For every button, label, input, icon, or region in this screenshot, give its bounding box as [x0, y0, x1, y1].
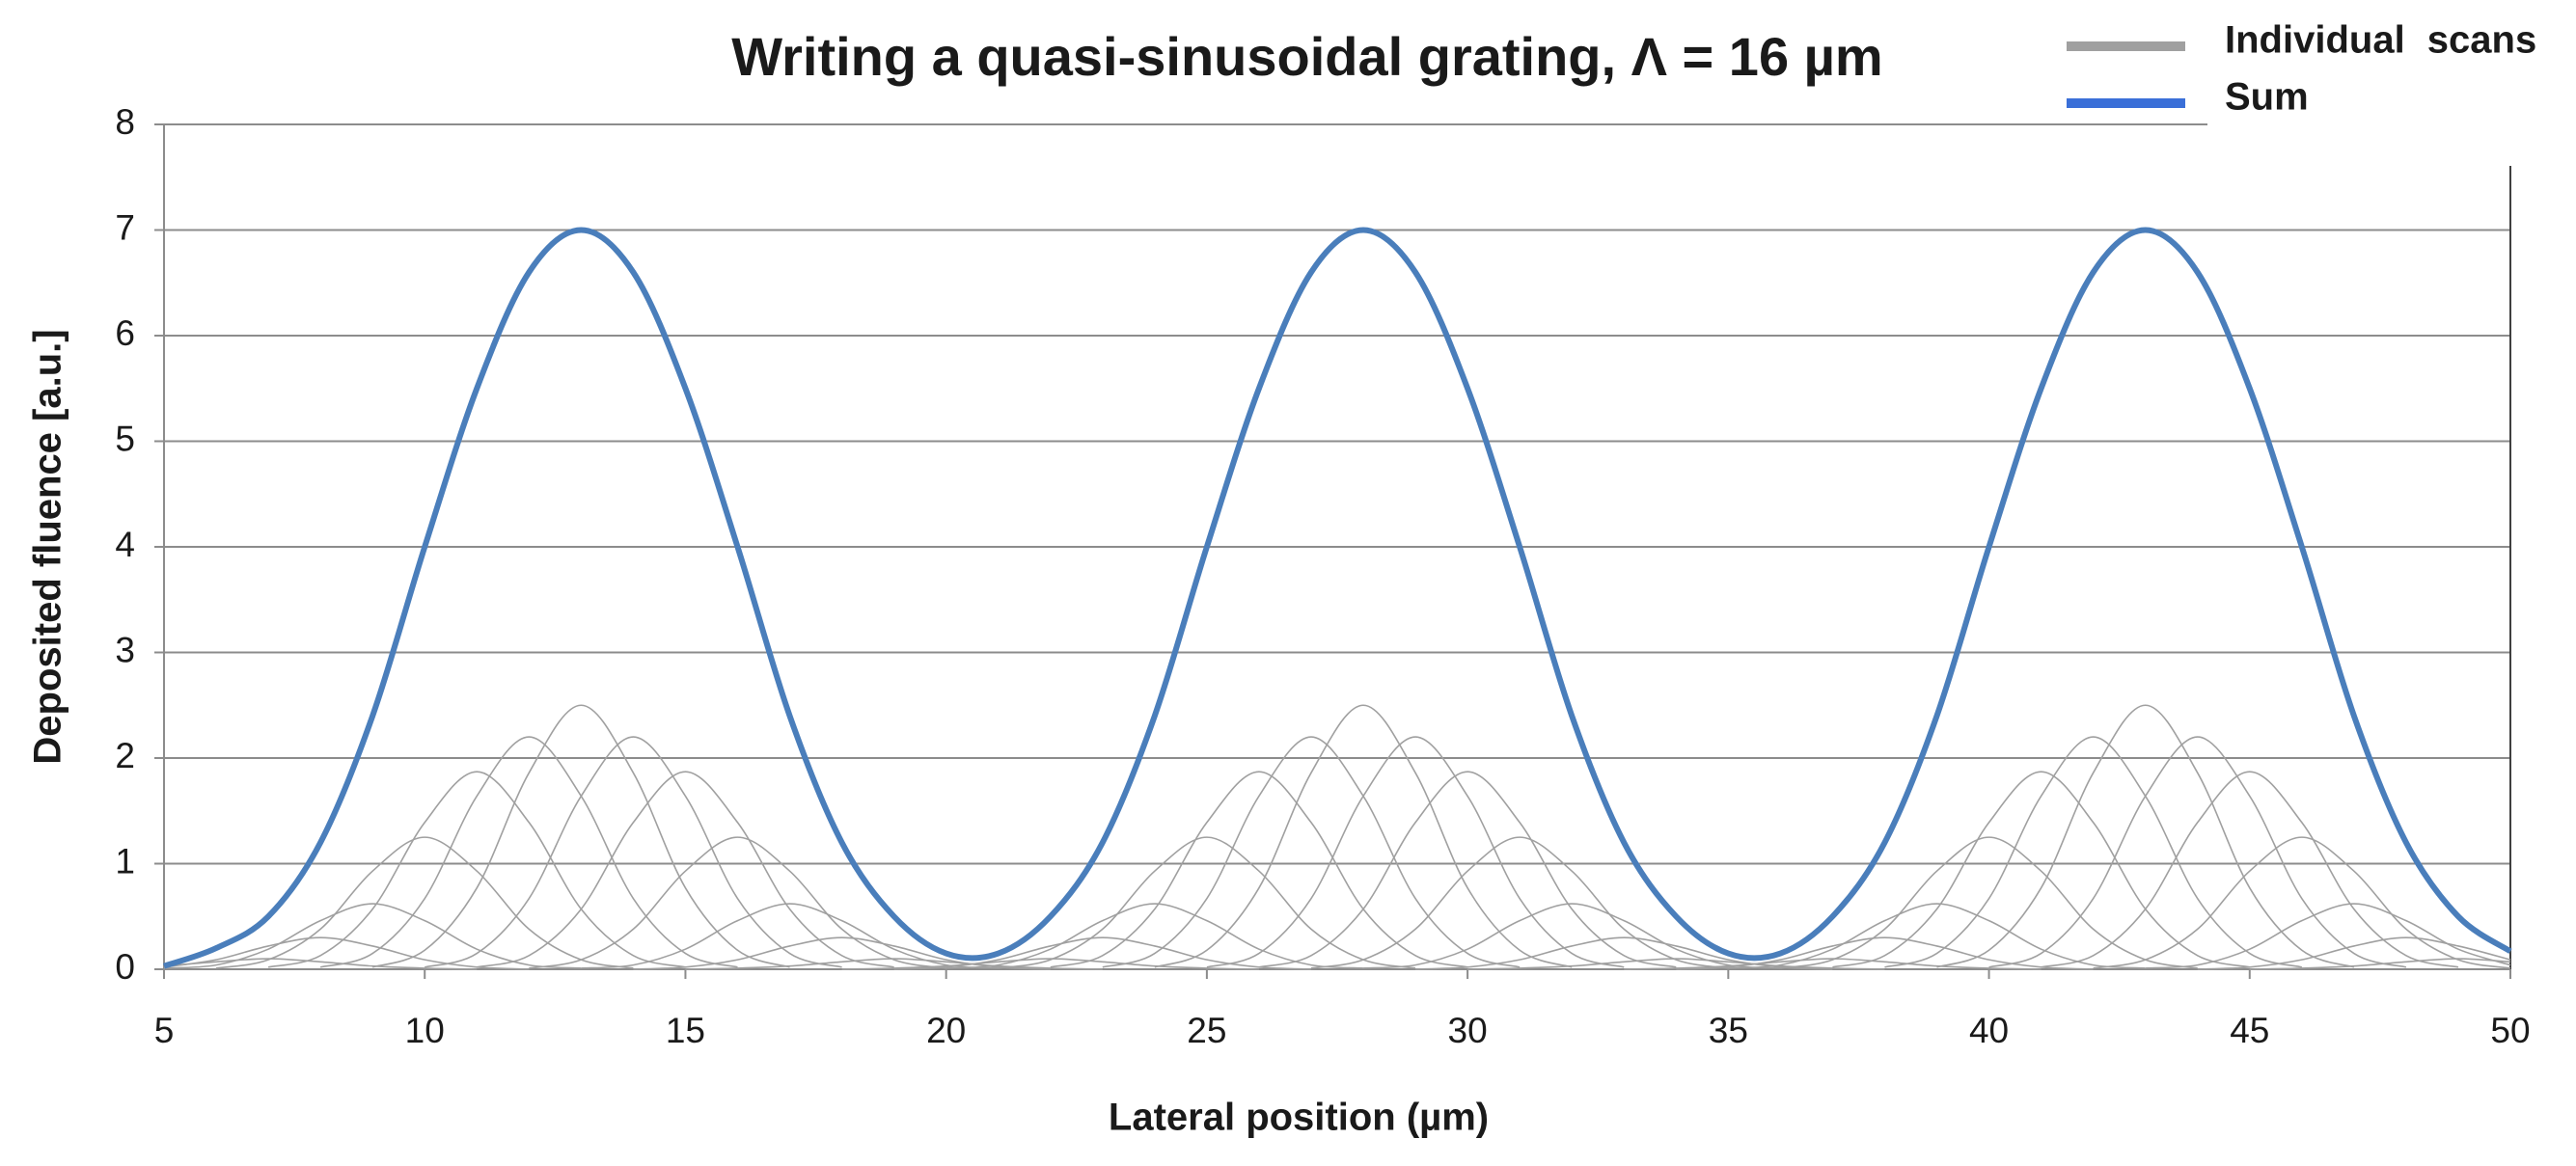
- legend-label: Sum: [2225, 76, 2309, 119]
- scan-line: [1936, 704, 2355, 968]
- y-tick-label: 0: [115, 947, 135, 987]
- scan-line: [215, 836, 634, 969]
- scan-line: [425, 736, 842, 968]
- scan-line: [1467, 958, 1885, 970]
- x-tick-label: 25: [1187, 1011, 1226, 1050]
- scan-line: [529, 836, 946, 969]
- y-tick-label: 6: [115, 313, 135, 353]
- scan-line: [319, 736, 738, 968]
- legend-label: Individual scans: [2225, 19, 2536, 62]
- x-tick-label: 40: [1969, 1011, 2009, 1050]
- scan-line: [1988, 736, 2407, 968]
- x-tick-label: 10: [405, 1011, 445, 1050]
- chart-title: Writing a quasi-sinusoidal grating, Λ = …: [731, 26, 1882, 87]
- x-axis-title: Lateral position (µm): [1109, 1097, 1489, 1139]
- scan-line: [2145, 903, 2511, 969]
- scan-line: [893, 936, 1312, 970]
- y-tick-label: 3: [115, 630, 135, 669]
- x-tick-label: 15: [666, 1011, 705, 1050]
- y-tick-label: 5: [115, 419, 135, 458]
- x-tick-label: 5: [154, 1011, 175, 1050]
- scan-line: [998, 836, 1416, 969]
- y-axis-title: Deposited fluence [a.u.]: [27, 329, 69, 764]
- scan-line: [2093, 836, 2511, 969]
- sum-line: [163, 227, 2512, 969]
- x-tick-label: 50: [2490, 1011, 2530, 1050]
- x-tick-label: 45: [2230, 1011, 2269, 1050]
- scan-line: [2197, 936, 2511, 970]
- scan-line: [1102, 736, 1521, 968]
- x-tick-label: 30: [1448, 1011, 1488, 1050]
- y-tick-label: 7: [115, 207, 135, 247]
- x-tick-label: 20: [926, 1011, 966, 1050]
- scan-line: [1780, 836, 2198, 969]
- x-tick-label: 35: [1709, 1011, 1748, 1050]
- scan-line: [163, 958, 478, 970]
- scan-line: [685, 958, 1103, 970]
- scan-line: [841, 958, 1259, 970]
- scan-line: [1310, 836, 1729, 969]
- scan-line: [267, 771, 686, 968]
- scan-line: [1154, 704, 1573, 968]
- scan-line: [581, 903, 999, 969]
- scan-line: [1206, 736, 1625, 968]
- scan-line: [477, 771, 894, 968]
- scan-line: [371, 704, 790, 968]
- y-tick-label: 4: [115, 525, 135, 564]
- y-tick-label: 1: [115, 841, 135, 881]
- scan-line: [1362, 903, 1781, 969]
- scan-line: [1884, 736, 2303, 968]
- scan-line: [1676, 936, 2094, 970]
- y-tick-label: 8: [115, 102, 135, 142]
- scan-line: [163, 936, 530, 970]
- scan-line: [1832, 771, 2250, 968]
- scan-line: [2249, 958, 2511, 970]
- scan-line: [1050, 771, 1468, 968]
- scan-line: [2041, 771, 2459, 968]
- scan-line: [1624, 958, 2042, 970]
- scan-line: [1258, 771, 1677, 968]
- y-tick-label: 2: [115, 736, 135, 775]
